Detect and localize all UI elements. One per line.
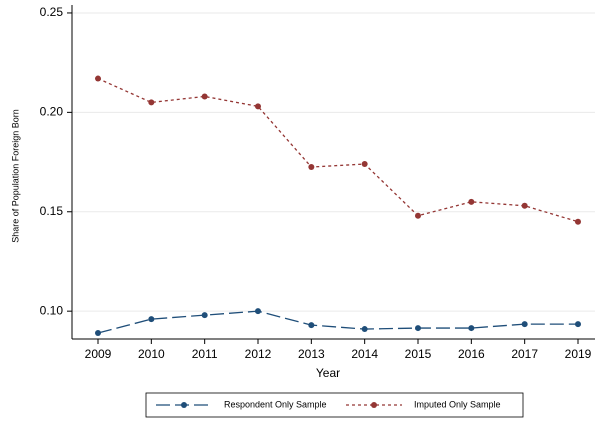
point xyxy=(95,75,101,82)
point xyxy=(308,164,315,171)
point xyxy=(575,321,581,328)
point xyxy=(468,198,475,205)
point xyxy=(415,325,421,332)
series-line xyxy=(97,310,578,334)
legend-marker xyxy=(371,402,377,408)
point xyxy=(201,93,208,100)
x-tick-label: 2016 xyxy=(458,347,485,361)
y-tick-label: 0.20 xyxy=(40,105,64,119)
point xyxy=(255,103,261,110)
x-axis-title: Year xyxy=(316,366,340,380)
point xyxy=(361,326,368,333)
x-tick-label: 2013 xyxy=(298,347,325,361)
x-tick-label: 2015 xyxy=(405,347,432,361)
point xyxy=(255,308,261,315)
y-tick-label: 0.15 xyxy=(40,204,64,218)
x-tick-label: 2011 xyxy=(192,347,218,361)
x-tick-label: 2009 xyxy=(85,347,112,361)
legend-marker xyxy=(181,402,187,408)
x-tick-label: 2012 xyxy=(245,347,272,361)
point xyxy=(201,312,208,319)
series-line xyxy=(97,77,579,223)
legend-box xyxy=(145,392,524,418)
point xyxy=(575,218,581,225)
x-tick-label: 2010 xyxy=(138,347,165,361)
point xyxy=(415,212,421,219)
x-tick-label: 2019 xyxy=(565,347,592,361)
point xyxy=(468,325,475,332)
y-tick-label: 0.10 xyxy=(40,303,64,317)
point xyxy=(148,99,155,106)
y-tick-label: 0.25 xyxy=(40,5,64,19)
legend-label: Respondent Only Sample xyxy=(224,399,327,409)
point xyxy=(361,161,368,168)
point xyxy=(308,322,315,329)
point xyxy=(95,330,101,337)
legend-label: Imputed Only Sample xyxy=(414,399,501,409)
point xyxy=(521,202,528,209)
x-tick-label: 2014 xyxy=(351,347,378,361)
y-axis-title: Share of Population Foreign Born xyxy=(10,109,20,243)
x-tick-label: 2017 xyxy=(511,347,538,361)
point xyxy=(148,316,155,323)
point xyxy=(521,321,528,328)
